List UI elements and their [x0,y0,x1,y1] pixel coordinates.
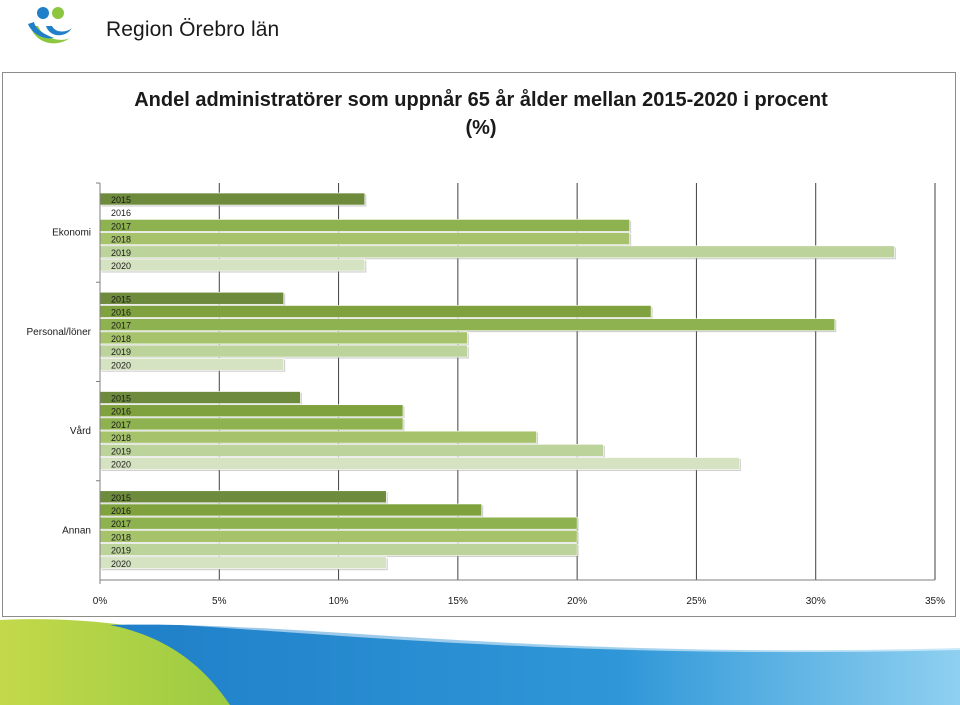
bar [99,258,366,272]
logo: Region Örebro län [26,4,279,52]
bar [99,219,630,232]
bar-series-label: 2017 [111,519,131,529]
bar-series-label: 2016 [111,407,131,417]
bar [99,344,468,358]
footer-wave [0,619,960,705]
bar-series-label: 2015 [111,294,131,304]
x-tick-label: 20% [567,596,587,607]
x-tick-label: 15% [448,596,468,607]
bar [99,404,404,418]
bar-series-label: 2017 [111,321,131,331]
bar [99,490,387,504]
bar-series-label: 2018 [111,433,131,443]
category-label: Personal/löner [27,327,92,338]
bar [99,444,604,457]
bar-series-label: 2019 [111,446,131,456]
bar [99,556,387,570]
bar [99,232,630,245]
x-tick-label: 0% [93,596,108,607]
bar-series-label: 2017 [111,420,131,430]
bar-series-label: 2016 [111,208,131,218]
x-tick-label: 35% [925,596,945,607]
bars: 2015 2016 2017 2018 2019 2020 2015 2016 2017 2018… [99,192,896,571]
category-label: Ekonomi [52,228,91,239]
bar-series-label: 2020 [111,261,131,271]
x-tick-label: 25% [686,596,706,607]
bar-chart: Andel administratörer som uppnår 65 år å… [27,88,946,607]
bar-series-label: 2019 [111,347,131,357]
bar [99,245,895,259]
bar-series-label: 2016 [111,307,131,317]
x-tick-label: 5% [212,596,227,607]
category-label: Annan [62,525,91,536]
bar [99,331,468,345]
bar [99,530,578,543]
bar-series-label: 2018 [111,334,131,344]
chart-subtitle: (%) [465,117,496,139]
logo-icon [28,7,72,44]
bar [99,192,366,206]
axes: 0% 5% 10% 15% 20% 25% 30% 35% Ekonomi Personal/lö… [27,182,945,607]
chart-title: Andel administratörer som uppnår 65 år å… [134,88,828,111]
bar [99,503,483,517]
bar-series-label: 2020 [111,460,131,470]
bar-series-label: 2020 [111,559,131,569]
bar [99,430,537,444]
bar-series-label: 2017 [111,221,131,231]
bar [99,543,578,556]
bar-series-label: 2015 [111,493,131,503]
bar [99,457,740,470]
bar-series-label: 2015 [111,195,131,205]
bar-series-label: 2015 [111,394,131,404]
bar [99,516,578,530]
bar-series-label: 2016 [111,506,131,516]
bar-series-label: 2018 [111,532,131,542]
x-tick-label: 30% [806,596,826,607]
bar [99,417,404,431]
category-label: Vård [70,425,91,437]
bar-series-label: 2018 [111,235,131,245]
bar-series-label: 2020 [111,360,131,370]
chart-frame: Andel administratörer som uppnår 65 år å… [2,72,956,617]
bar-series-label: 2019 [111,248,131,258]
x-tick-label: 10% [329,596,349,607]
bar-series-label: 2019 [111,546,131,556]
bar [99,305,652,318]
org-name: Region Örebro län [106,18,280,41]
bar [99,318,836,331]
